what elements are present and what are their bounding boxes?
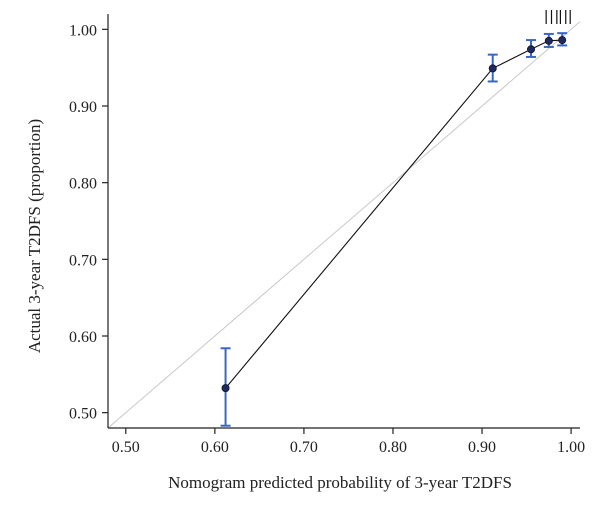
rug-layer [545,10,571,24]
x-tick-label: 1.00 [557,439,585,456]
axes [107,14,580,429]
error-bar-layer [220,32,568,427]
y-tick-label: 0.90 [69,99,97,116]
y-tick-label: 0.60 [69,329,97,346]
x-tick-label: 0.80 [379,439,407,456]
calibration-line [225,39,563,389]
y-tick-label: 0.70 [69,252,97,269]
point-layer [221,36,567,393]
y-axis-title: Actual 3-year T2DFS (proportion) [25,119,44,353]
reference-diagonal-line [107,21,581,429]
x-tick-label: 0.70 [290,439,318,456]
x-tick-label: 0.50 [112,439,140,456]
x-tick-label: 0.90 [468,439,496,456]
y-tick-label: 0.80 [69,176,97,193]
y-tick-label: 1.00 [69,22,97,39]
data-point [544,36,553,45]
data-point [488,64,497,73]
data-point [558,36,567,45]
x-axis-title: Nomogram predicted probability of 3-year… [168,473,512,492]
reference-line-layer [107,21,581,429]
y-tick-label: 0.50 [69,406,97,423]
data-point [527,45,536,54]
tick-layer: 0.50 0.60 0.70 0.80 0.90 1.00 0.50 0.60 0.70 0.80… [69,22,585,456]
calibration-line-layer [225,39,563,389]
x-tick-label: 0.60 [201,439,229,456]
data-point [221,384,230,393]
